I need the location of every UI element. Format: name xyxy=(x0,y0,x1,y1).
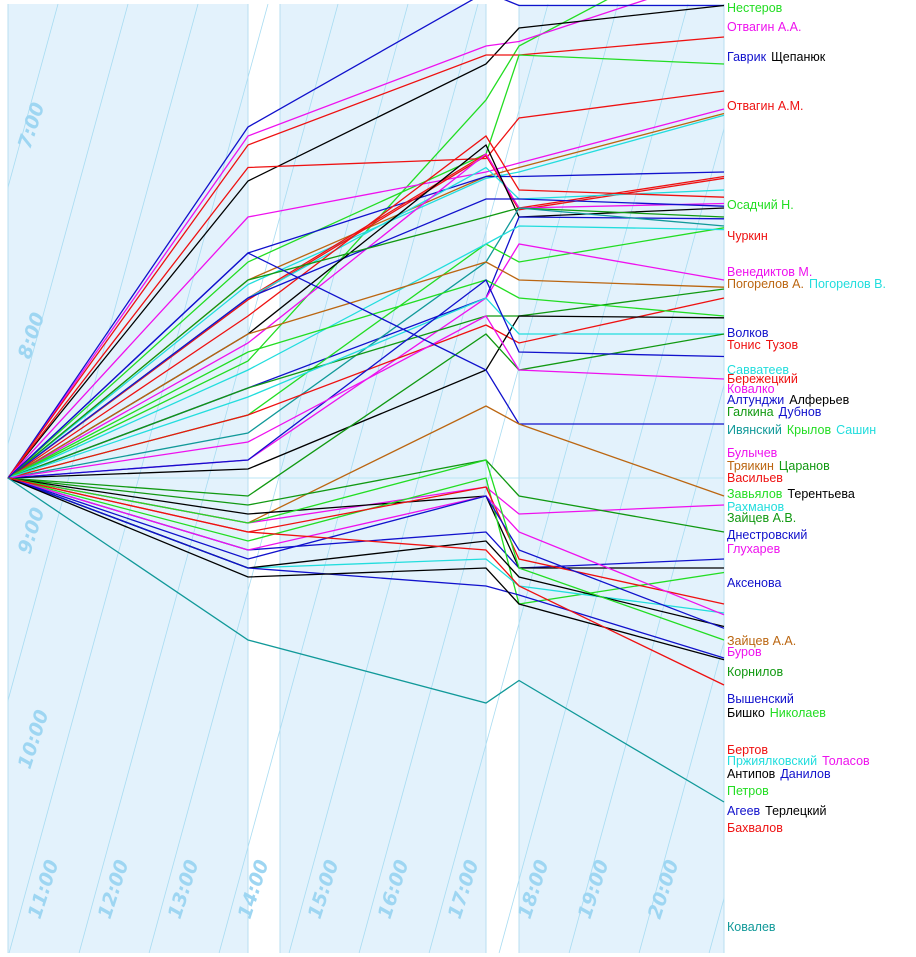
participant-label: Ковалев xyxy=(727,920,776,934)
participant-label: Буров xyxy=(727,645,762,659)
series-line xyxy=(7,135,725,479)
participant-label: Тонис xyxy=(727,338,761,352)
participant-label: Щепанюк xyxy=(771,50,826,64)
series-line xyxy=(7,278,725,479)
participant-label: Днестровский xyxy=(727,528,807,542)
diagonal-line xyxy=(8,4,269,953)
participant-label: Крылов xyxy=(787,423,832,437)
participant-label: Дубнов xyxy=(779,405,822,419)
time-bands xyxy=(7,4,725,953)
series-line xyxy=(7,297,724,479)
participant-label: Завьялов xyxy=(727,487,783,501)
participant-label: Васильев xyxy=(727,471,783,485)
participant-label: Погорелов В. xyxy=(809,277,886,291)
participant-label: Погорелов А. xyxy=(727,277,804,291)
series-line xyxy=(7,0,724,479)
participant-label: Николаев xyxy=(770,706,826,720)
participant-label: Алферьев xyxy=(789,393,849,407)
series-line xyxy=(7,477,725,629)
participant-labels: Нестеров Отвагин А.А. Гаврик Щепанюк Отвагин… xyxy=(727,1,886,934)
series-line xyxy=(7,477,725,659)
participant-label: Рахманов xyxy=(727,500,785,514)
series-line xyxy=(7,477,725,803)
participant-label: Нестеров xyxy=(727,1,783,15)
diagonal-line xyxy=(288,4,549,953)
diagonal-line xyxy=(568,383,724,953)
participant-label: Вышенский xyxy=(727,692,794,706)
series-line xyxy=(7,252,724,479)
participant-label: Царанов xyxy=(779,459,830,473)
participant-label: Терентьева xyxy=(787,487,854,501)
participant-label: Галкина xyxy=(727,405,774,419)
series-line xyxy=(7,207,725,479)
participant-label: Ивянский xyxy=(727,423,782,437)
participant-label: Терлецкий xyxy=(765,804,826,818)
diagonal-line xyxy=(498,127,724,953)
series-line xyxy=(7,114,725,479)
series-line xyxy=(7,153,725,479)
diagonal-line xyxy=(218,4,479,953)
diagonal-line xyxy=(358,4,619,953)
participant-label: Антипов xyxy=(727,767,776,781)
participant-label: Савватеев xyxy=(727,363,789,377)
diagonal-line xyxy=(848,4,916,957)
participant-label: Сашин xyxy=(836,423,876,437)
participant-label: Петров xyxy=(727,784,769,798)
participant-label: Булычев xyxy=(727,446,778,460)
series-line xyxy=(7,459,725,641)
series-line xyxy=(7,36,725,479)
diagonal-line xyxy=(8,4,199,702)
participant-label: Венедиктов М. xyxy=(727,265,812,279)
participant-label: Бертов xyxy=(727,743,768,757)
series-line xyxy=(7,297,725,479)
series-line xyxy=(7,198,725,479)
series-line xyxy=(7,261,725,479)
participant-label: Корнилов xyxy=(727,665,783,679)
series-line xyxy=(7,4,725,479)
participant-label: Глухарев xyxy=(727,542,781,556)
series-line xyxy=(7,315,725,479)
participant-label: Бережецкий xyxy=(727,372,798,386)
diagonal-line xyxy=(428,4,689,953)
series-line xyxy=(7,154,725,479)
diagonal-line xyxy=(8,4,129,446)
participant-label: Ковалко xyxy=(727,382,775,396)
participant-label: Бахвалов xyxy=(727,821,783,835)
participant-label: Волков xyxy=(727,326,769,340)
series-line xyxy=(7,0,648,479)
participant-label: Зайцев А.В. xyxy=(727,511,796,525)
participant-label: Пржиялковский xyxy=(727,754,817,768)
diagonal-line xyxy=(8,4,59,189)
series-line xyxy=(7,108,725,479)
participant-label: Толасов xyxy=(822,754,870,768)
participant-label: Бишко xyxy=(727,706,765,720)
series-line xyxy=(7,225,725,479)
participant-label: Отвагин А.М. xyxy=(727,99,804,113)
participant-label: Алтунджи xyxy=(727,393,784,407)
participant-label: Тряикин xyxy=(727,459,774,473)
series-line xyxy=(7,477,725,686)
participant-label: Агеев xyxy=(727,804,761,818)
series-line xyxy=(7,333,725,497)
participant-label: Зайцев А.А. xyxy=(727,634,796,648)
participant-label: Чуркин xyxy=(727,229,768,243)
participant-label: Данилов xyxy=(780,767,831,781)
series-line xyxy=(7,90,725,479)
diagonal-line xyxy=(638,640,724,953)
participant-label: Гаврик xyxy=(727,50,767,64)
participant-label: Осадчий Н. xyxy=(727,198,794,212)
participant-label: Отвагин А.А. xyxy=(727,20,801,34)
series-line xyxy=(7,0,608,479)
participant-label: Аксенова xyxy=(727,576,782,590)
diagonal-line xyxy=(78,4,339,953)
participant-label: Тузов xyxy=(766,338,799,352)
series-lines xyxy=(7,0,725,803)
series-line xyxy=(7,477,725,661)
